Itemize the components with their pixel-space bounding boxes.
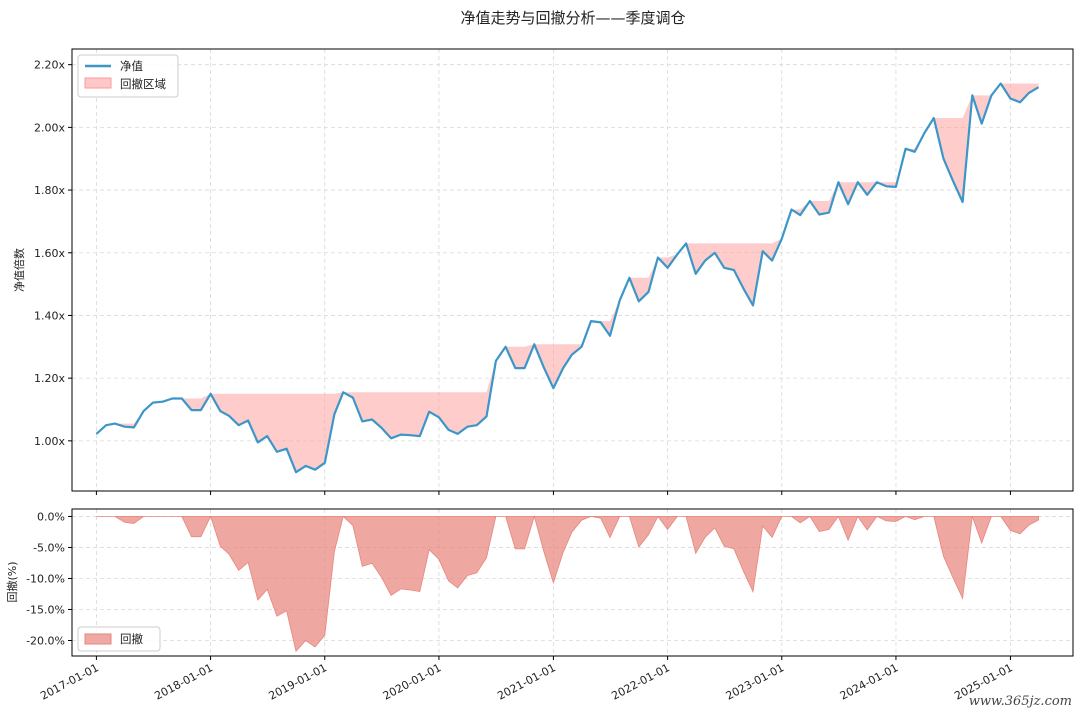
bottom-y-axis-label: 回撤(%) (5, 561, 19, 602)
top-y-tick-label: 1.00x (34, 435, 65, 448)
nav-line (95, 82, 1040, 474)
bottom-y-tick-label: 0.0% (37, 510, 65, 523)
top-panel: 1.00x 1.20x 1.40x 1.60x 1.80x 2.00x 2.20x 净值倍数… (12, 48, 1074, 495)
top-y-axis-label: 净值倍数 (12, 248, 26, 292)
chart-title: 净值走势与回撤分析——季度调仓 (460, 9, 685, 27)
legend-fill-swatch (84, 77, 112, 89)
bottom-legend-box (77, 626, 161, 652)
top-y-tick-label: 1.80x (34, 184, 65, 197)
nav-series-line (95, 82, 1040, 474)
top-legend: 净值 回撤区域 (77, 54, 179, 98)
x-tick-label: 2022-01-01 (609, 661, 672, 702)
top-x-ticks (95, 491, 1011, 495)
x-tick-label: 2024-01-01 (838, 661, 901, 702)
x-tick-label: 2017-01-01 (38, 661, 101, 702)
x-tick-label: 2023-01-01 (724, 661, 787, 702)
watermark: www.365jz.com (969, 694, 1072, 709)
bottom-y-tick-label: -20.0% (26, 634, 65, 647)
top-grid (72, 49, 1073, 491)
top-y-tick-label: 2.20x (34, 59, 65, 72)
x-tick-label: 2021-01-01 (495, 661, 558, 702)
bottom-y-ticks: 0.0% -5.0% -10.0% -15.0% -20.0% (26, 510, 72, 647)
top-y-tick-label: 2.00x (34, 121, 65, 134)
drawdown-area-path (96, 514, 1039, 653)
bottom-plot-frame (71, 508, 1074, 657)
top-y-ticks: 1.00x 1.20x 1.40x 1.60x 1.80x 2.00x 2.20x (34, 59, 72, 448)
top-y-tick-label: 1.60x (34, 247, 65, 260)
drawdown-area-fill (96, 83, 1039, 473)
top-plot-frame (71, 48, 1074, 492)
legend-drawdown-swatch (84, 633, 112, 645)
drawdown-area (96, 514, 1039, 653)
bottom-x-ticks: 2017-01-01 2018-01-01 2019-01-01 2020-01-01… (38, 656, 1015, 703)
legend-label-drawdown: 回撤 (120, 632, 143, 646)
drawdown-region (96, 83, 1039, 473)
bottom-y-tick-label: -10.0% (26, 572, 65, 585)
x-tick-label: 2020-01-01 (381, 661, 444, 702)
legend-label-nav: 净值 (120, 59, 143, 73)
bottom-legend: 回撤 (77, 626, 161, 652)
top-y-tick-label: 1.40x (34, 309, 65, 322)
x-tick-label: 2018-01-01 (152, 661, 215, 702)
bottom-panel: 0.0%-5.0%-10.0%-15.0%-20.0% 2017-01-01 20… (5, 508, 1074, 703)
bottom-y-tick-label: -5.0% (33, 541, 65, 554)
x-tick-label: 2019-01-01 (267, 661, 330, 702)
top-y-tick-label: 1.20x (34, 372, 65, 385)
legend-label-drawdown-area: 回撤区域 (120, 77, 166, 91)
bottom-y-tick-label: -15.0% (26, 603, 65, 616)
